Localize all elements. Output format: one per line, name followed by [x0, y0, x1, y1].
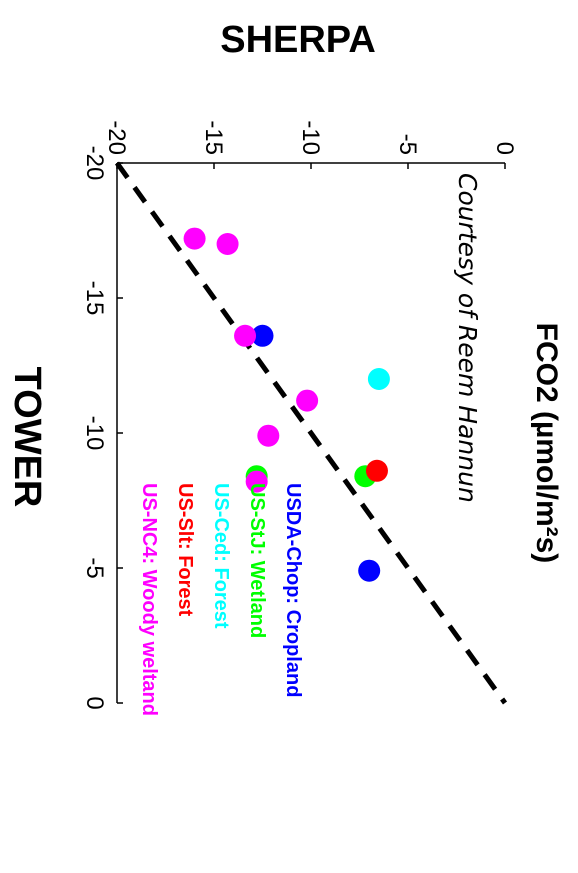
chart-xlabel: TOWER [6, 367, 48, 508]
data-point [257, 424, 280, 447]
x-tick-label: -15 [81, 281, 108, 316]
chart-ylabel: SHERPA [220, 19, 376, 61]
one-to-one-line [114, 161, 508, 705]
data-point [234, 324, 257, 347]
y-tick-label: 0 [491, 142, 518, 155]
plot-area: -20 -15 -10 -5 0 -20 -15 -10 -5 0 FCO2 (µmol/m²s… [81, 120, 563, 716]
x-tick-label: 0 [81, 696, 108, 709]
chart-title: FCO2 (µmol/m²s) [530, 323, 563, 564]
legend-entry: US-Slt: Forest [174, 483, 196, 617]
data-point [358, 559, 381, 582]
data-point [251, 324, 274, 347]
x-tick-label: -5 [81, 557, 108, 578]
credit-annotation: Courtesy of Reem Hannun [453, 173, 482, 503]
legend-entry: US-StJ: Wetland [246, 483, 268, 638]
y-tick-label: -20 [103, 120, 130, 155]
y-tick-label: -15 [200, 120, 227, 155]
data-point [365, 459, 388, 482]
legend-entry: USDA-Chop: Cropland [282, 483, 304, 697]
x-tick-label: -10 [81, 416, 108, 451]
data-point [367, 368, 390, 390]
data-point [245, 470, 268, 493]
legend-entry: US-Ced: Forest [210, 483, 232, 629]
data-point [296, 389, 319, 412]
legend-entry: US-NC4: Woody weltand [138, 483, 160, 716]
y-tick-label: -10 [297, 120, 324, 155]
data-point [183, 227, 206, 250]
y-tick-label: -5 [394, 134, 421, 155]
data-point [216, 233, 239, 255]
x-tick-label: -20 [81, 146, 108, 181]
